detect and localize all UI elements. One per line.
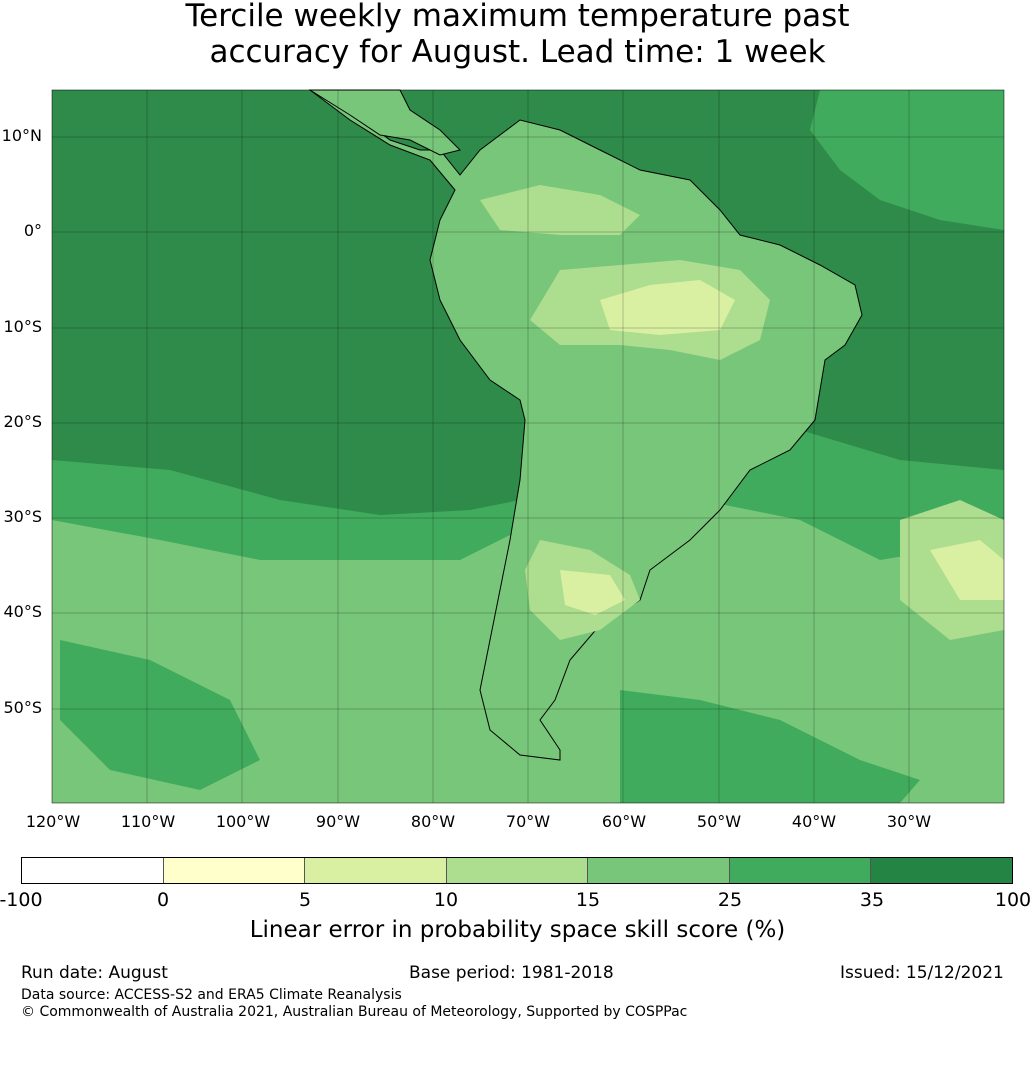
colorbar-segment-5: [588, 858, 730, 883]
colorbar-tick: 15: [575, 889, 601, 911]
argentina-very-low-skill: [560, 570, 625, 615]
colorbar-segment-1: [22, 858, 164, 883]
amazon-very-low-skill: [600, 280, 735, 335]
issued-date: Issued: 15/12/2021: [840, 963, 1004, 983]
lat-label-20s: 20°S: [3, 412, 42, 431]
colorbar-tick: -100: [0, 889, 43, 911]
colorbar: [21, 857, 1013, 884]
colorbar-tick: 35: [859, 889, 885, 911]
lon-label-40w: 40°W: [791, 812, 837, 831]
lon-label-120w: 120°W: [25, 812, 81, 831]
lon-label-30w: 30°W: [886, 812, 932, 831]
lat-label-10s: 10°S: [3, 317, 42, 336]
lon-label-50w: 50°W: [696, 812, 742, 831]
colorbar-segment-2: [163, 858, 306, 883]
colorbar-tick: 10: [433, 889, 459, 911]
lon-label-100w: 100°W: [215, 812, 271, 831]
south-america-land: [309, 89, 863, 761]
base-period: Base period: 1981-2018: [409, 963, 614, 983]
south-pacific-patch: [60, 640, 260, 790]
title-line-1: Tercile weekly maximum temperature past: [185, 0, 850, 34]
lon-label-70w: 70°W: [505, 812, 551, 831]
skill-map: [51, 89, 1005, 804]
graticule: [52, 90, 1004, 803]
lon-label-60w: 60°W: [601, 812, 647, 831]
lat-label-30s: 30°S: [3, 507, 42, 526]
lon-label-80w: 80°W: [410, 812, 456, 831]
colorbar-segment-7: [871, 858, 1013, 883]
lon-label-90w: 90°W: [315, 812, 361, 831]
south-atlantic-patch: [620, 690, 920, 803]
lat-label-40s: 40°S: [3, 602, 42, 621]
atlantic-very-low-skill: [930, 540, 1004, 600]
lat-label-50s: 50°S: [3, 698, 42, 717]
colorbar-segment-4: [446, 858, 589, 883]
run-date: Run date: August: [21, 963, 168, 983]
colorbar-tick: 0: [156, 889, 170, 911]
lon-label-110w: 110°W: [120, 812, 176, 831]
data-source: Data source: ACCESS-S2 and ERA5 Climate …: [21, 987, 402, 1003]
central-america-land: [308, 89, 461, 156]
title-line-2: accuracy for August. Lead time: 1 week: [209, 34, 826, 70]
lat-label-0: 0°: [23, 221, 42, 240]
colorbar-segment-6: [729, 858, 872, 883]
colorbar-tick: 5: [298, 889, 312, 911]
colorbar-tick: 100: [994, 889, 1032, 911]
northern-low-skill: [480, 185, 640, 235]
colorbar-segment-3: [305, 858, 447, 883]
north-atlantic-low-skill: [810, 90, 1004, 230]
colorbar-label: Linear error in probability space skill …: [249, 917, 786, 943]
lat-label-10n: 10°N: [1, 126, 42, 145]
copyright: © Commonwealth of Australia 2021, Austra…: [21, 1004, 688, 1020]
colorbar-tick: 25: [717, 889, 743, 911]
